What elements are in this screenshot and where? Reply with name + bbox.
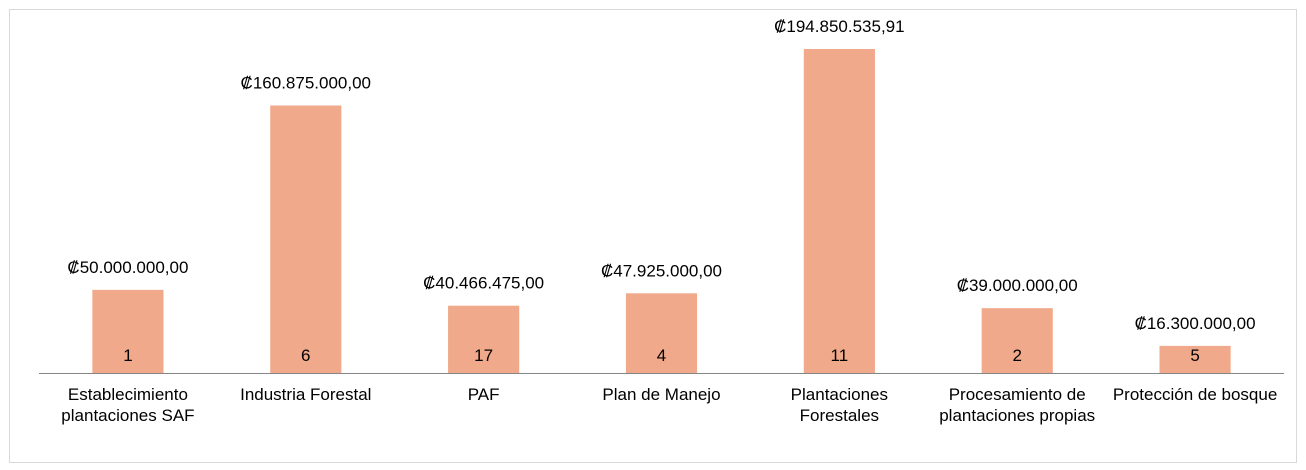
x-tick-label: Procesamiento de plantaciones propias — [939, 385, 1096, 425]
x-tick-label: Establecimiento plantaciones SAF — [61, 385, 195, 425]
value-label: ₡50.000.000,00 — [67, 258, 188, 277]
bar — [803, 49, 875, 373]
bar — [625, 293, 698, 373]
count-label: 17 — [474, 346, 493, 365]
bar — [1159, 345, 1231, 373]
x-tick-label: Plantaciones Forestales — [790, 385, 889, 425]
value-label: ₡160.875.000,00 — [241, 73, 371, 92]
count-label: 1 — [123, 346, 132, 365]
bar — [92, 289, 164, 373]
value-label: ₡194.850.535,91 — [774, 17, 904, 36]
count-label: 2 — [1012, 346, 1021, 365]
count-label: 11 — [831, 346, 849, 365]
x-tick-label: Protección de bosque — [1112, 385, 1278, 404]
chart-border — [9, 9, 1297, 463]
bar — [981, 308, 1053, 373]
count-label: 4 — [657, 346, 666, 365]
bar — [270, 105, 342, 373]
value-label: ₡40.466.475,00 — [423, 274, 544, 293]
count-label: 6 — [301, 346, 310, 365]
bar — [448, 305, 520, 373]
value-label: ₡47.925.000,00 — [601, 261, 722, 280]
value-label: ₡16.300.000,00 — [1135, 314, 1256, 333]
x-tick-label: Plan de Manejo — [602, 385, 721, 404]
value-label: ₡39.000.000,00 — [957, 276, 1078, 295]
count-label: 5 — [1190, 346, 1199, 365]
x-tick-label: PAF — [467, 385, 500, 404]
x-tick-label: Industria Forestal — [240, 385, 372, 404]
